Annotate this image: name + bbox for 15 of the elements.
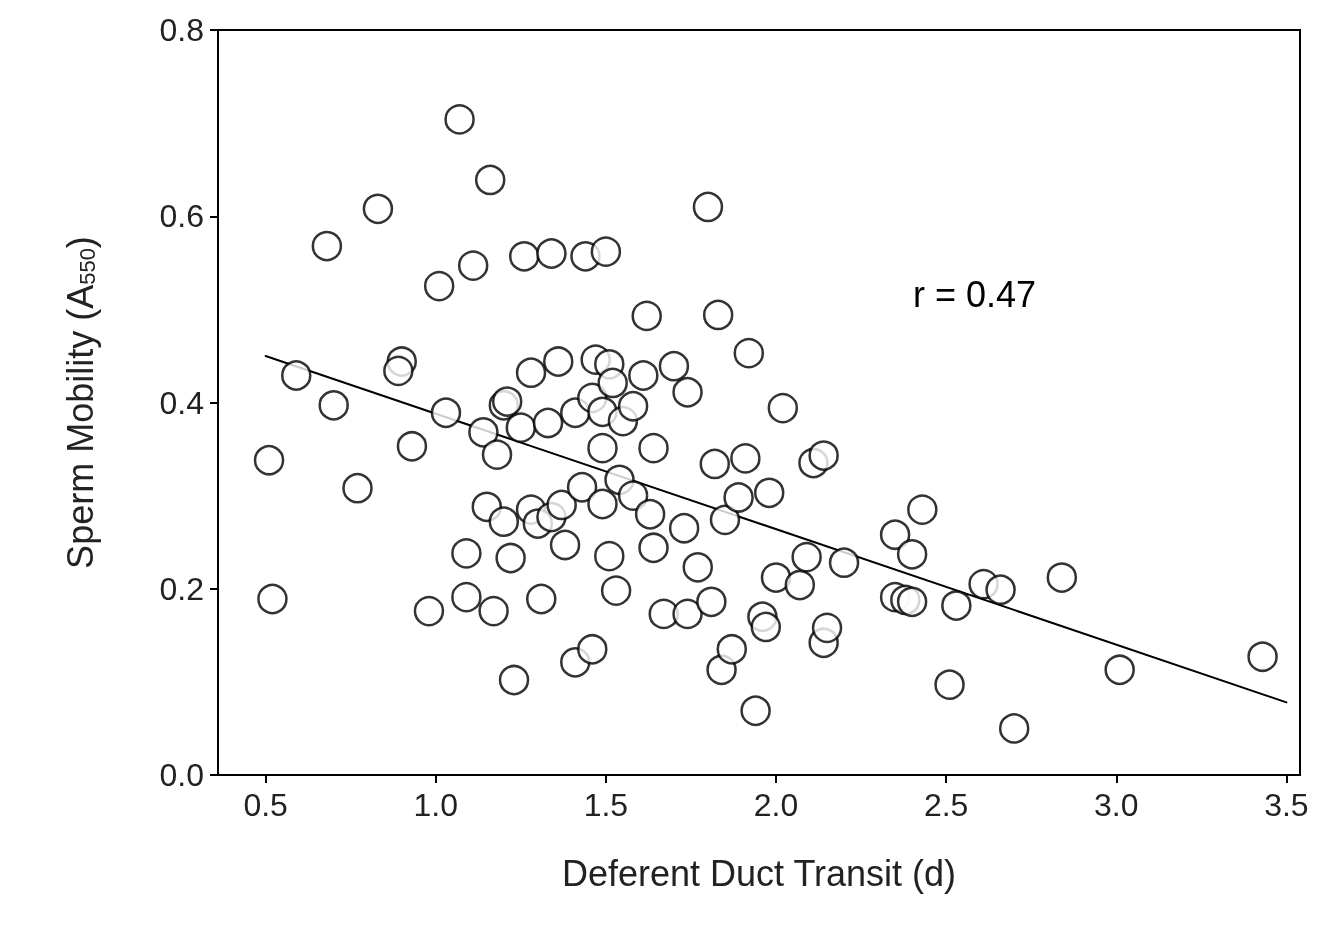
x-tick-label: 0.5 <box>243 787 288 823</box>
y-tick-label: 0.2 <box>159 570 204 607</box>
annotation: r = 0.47 <box>913 273 1037 315</box>
y-tick-label: 0.4 <box>159 384 204 421</box>
x-tick-label: 2.0 <box>753 787 799 823</box>
x-tick-label: 1.5 <box>583 787 629 823</box>
y-tick-label: 0.6 <box>159 198 204 235</box>
x-tick-label: 3.0 <box>1094 787 1139 823</box>
x-tick-label: 1.0 <box>413 787 458 823</box>
x-tick-label: 3.5 <box>1264 787 1309 823</box>
y-tick-label: 0.8 <box>159 12 204 48</box>
x-axis-title: Deferent Duct Transit (d) <box>561 852 957 894</box>
x-tick-label: 2.5 <box>923 787 969 823</box>
y-tick-label: 0.0 <box>159 757 204 793</box>
y-axis-title: Sperm Mobility (A550) <box>59 236 101 569</box>
